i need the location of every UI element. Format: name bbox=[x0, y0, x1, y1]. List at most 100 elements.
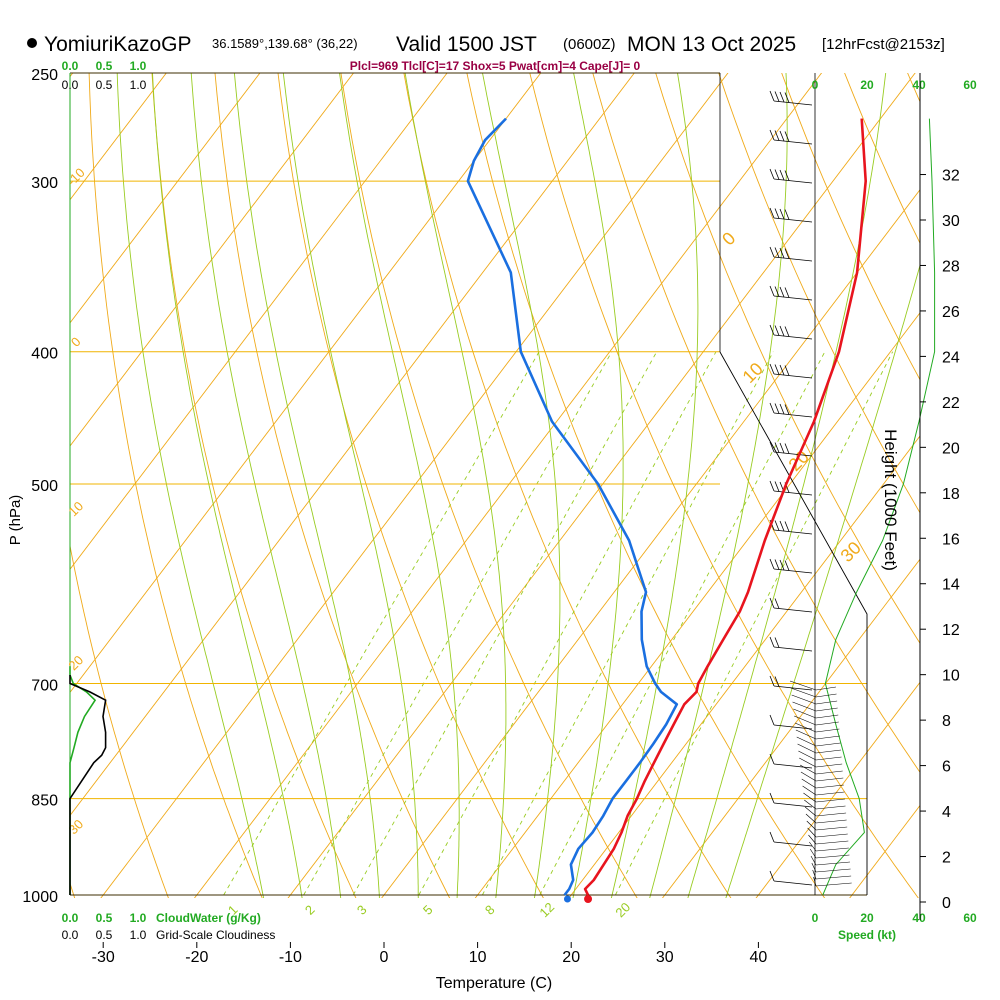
isotherm-line bbox=[849, 804, 920, 898]
isotherm-label: 10 bbox=[65, 498, 86, 519]
cloudiness-top-tick: 0.0 bbox=[62, 78, 79, 92]
cloudiness-bottom-tick: 0.0 bbox=[62, 928, 79, 942]
cloud-water-label: CloudWater (g/Kg) bbox=[156, 911, 261, 925]
height-tick-label: 20 bbox=[942, 440, 960, 457]
isotherm-line bbox=[70, 73, 261, 324]
wind-top-tick: 60 bbox=[963, 78, 977, 92]
wind-barb-low bbox=[809, 841, 849, 852]
wind-barb bbox=[769, 441, 813, 457]
wind-bottom-tick: 0 bbox=[812, 911, 819, 925]
isotherm-line bbox=[100, 73, 729, 898]
moist-adiabat-line bbox=[339, 73, 460, 898]
mixing-ratio-label: 20 bbox=[612, 899, 633, 920]
surface-dewpoint-point bbox=[563, 895, 571, 903]
mixing-ratio-label: 2 bbox=[302, 902, 318, 918]
isotherm-line bbox=[474, 312, 920, 898]
wind-speed-profile bbox=[822, 118, 936, 896]
moist-adiabat-line bbox=[152, 73, 303, 898]
mixing-ratio-line bbox=[352, 351, 658, 896]
surface-temperature-point bbox=[584, 895, 593, 903]
isotherm-line bbox=[661, 558, 920, 898]
height-tick-label: 2 bbox=[942, 850, 951, 867]
wind-barb bbox=[769, 363, 813, 379]
height-tick-label: 10 bbox=[942, 668, 960, 685]
height-tick-label: 30 bbox=[942, 213, 960, 230]
wind-barb-low bbox=[796, 736, 841, 747]
station-location: 36.1589°,139.68° (36,22) bbox=[212, 36, 358, 51]
isotherm-line bbox=[70, 73, 355, 447]
wind-barb-low bbox=[813, 876, 852, 887]
dry-adiabat-line bbox=[70, 543, 169, 898]
dry-adiabat-line bbox=[781, 73, 920, 381]
dewpoint-trace bbox=[466, 117, 679, 896]
isotherm-line bbox=[755, 681, 920, 898]
wind-panel-border bbox=[719, 351, 868, 895]
y-axis-title: P (hPa) bbox=[7, 495, 24, 546]
wind-barb bbox=[769, 324, 813, 340]
height-tick-label: 4 bbox=[942, 804, 951, 821]
dry-adiabat-line bbox=[529, 73, 919, 898]
temperature-trace bbox=[583, 118, 868, 896]
pressure-tick-label: 250 bbox=[31, 67, 58, 84]
cloud-water-top-tick: 1.0 bbox=[130, 59, 147, 73]
axes: 0246810121416182022242628303210008507005… bbox=[22, 67, 959, 966]
wind-bottom-tick: 60 bbox=[963, 911, 977, 925]
pressure-tick-label: 500 bbox=[31, 478, 58, 495]
wind-barb-low bbox=[807, 827, 848, 838]
wind-barb-low bbox=[799, 757, 843, 768]
valid-date: MON 13 Oct 2025 bbox=[627, 33, 796, 56]
moist-adiabat-line bbox=[482, 73, 561, 898]
moist-adiabat-line bbox=[190, 73, 342, 898]
dry-adiabat-line bbox=[592, 73, 920, 773]
cloud-profile-panel: 0.0 0.0 0.5 0.5 1.0 1.0 0.0 0.0 0.5 0.5 1.0 1.0 bbox=[62, 59, 147, 942]
station-name: YomiuriKazoGP bbox=[44, 33, 191, 56]
height-tick-label: 8 bbox=[942, 713, 951, 730]
wind-barb-low bbox=[793, 708, 839, 719]
isotherm-line bbox=[568, 435, 920, 898]
dry-adiabat-line bbox=[277, 73, 544, 898]
dry-adiabat-line bbox=[214, 73, 451, 898]
wind-barb-low bbox=[794, 715, 839, 726]
wind-barb-low bbox=[789, 680, 837, 691]
isotherm-line bbox=[381, 188, 920, 898]
isotherm-label: 20 bbox=[65, 652, 86, 673]
wind-barb-low bbox=[790, 687, 837, 698]
wind-barb bbox=[769, 753, 813, 769]
isotherm-label: 0 bbox=[718, 228, 739, 249]
cloudiness-profile bbox=[69, 675, 107, 895]
wind-barb-low bbox=[791, 694, 838, 705]
wind-bottom-tick: 40 bbox=[912, 911, 926, 925]
wind-barb bbox=[769, 168, 813, 184]
wind-bottom-tick: 20 bbox=[860, 911, 874, 925]
isotherm-label: 10 bbox=[739, 359, 767, 387]
stability-indices: Plcl=969 Tlcl[C]=17 Shox=5 Pwat[cm]=4 Ca… bbox=[350, 59, 641, 73]
pressure-tick-label: 850 bbox=[31, 793, 58, 810]
valid-time: Valid 1500 JST bbox=[396, 33, 537, 56]
temperature-tick-label: 30 bbox=[656, 949, 674, 966]
isotherm-line bbox=[70, 73, 635, 817]
wind-barb-low bbox=[798, 750, 842, 761]
isotherm-line bbox=[70, 73, 448, 570]
wind-barb bbox=[769, 285, 813, 301]
cloud-water-top-tick: 0.5 bbox=[96, 59, 113, 73]
moist-adiabat-line bbox=[687, 73, 887, 898]
wind-top-tick: 40 bbox=[912, 78, 926, 92]
wind-barb-low bbox=[794, 722, 840, 733]
temperature-tick-label: -30 bbox=[92, 949, 115, 966]
pressure-tick-label: 1000 bbox=[22, 889, 58, 906]
cloud-water-bottom-tick: 0.5 bbox=[96, 911, 113, 925]
wind-barb-low bbox=[802, 785, 845, 796]
height-tick-label: 18 bbox=[942, 486, 960, 503]
isotherm-label: 30 bbox=[65, 816, 86, 837]
cloud-water-profile bbox=[69, 666, 97, 895]
station-marker-icon bbox=[27, 38, 37, 48]
wind-barb-low bbox=[795, 729, 840, 740]
height-tick-label: 16 bbox=[942, 531, 960, 548]
wind-barb bbox=[769, 129, 813, 145]
cloud-water-top-tick: 0.0 bbox=[62, 59, 79, 73]
wind-barb-low bbox=[810, 855, 851, 866]
pressure-tick-label: 400 bbox=[31, 346, 58, 363]
mixing-ratio-label: 5 bbox=[420, 902, 436, 918]
temperature-tick-label: 10 bbox=[469, 949, 487, 966]
